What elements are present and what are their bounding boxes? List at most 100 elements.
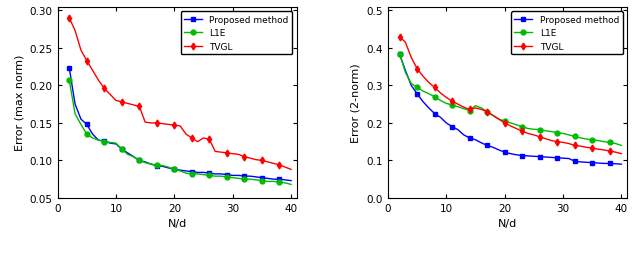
L1E — [153, 164, 161, 167]
Proposed method — [454, 129, 461, 132]
TVGL — [147, 122, 155, 125]
Proposed method — [71, 103, 79, 106]
L1E — [495, 118, 502, 121]
L1E — [448, 104, 456, 107]
L1E — [483, 111, 491, 114]
L1E — [188, 173, 196, 176]
L1E — [130, 155, 138, 158]
Legend: Proposed method, L1E, TVGL: Proposed method, L1E, TVGL — [180, 12, 292, 55]
TVGL — [554, 140, 561, 144]
Proposed method — [425, 107, 433, 110]
Proposed method — [419, 101, 427, 104]
L1E — [477, 107, 485, 110]
L1E — [396, 53, 403, 56]
L1E — [282, 182, 289, 185]
TVGL — [408, 57, 415, 60]
Proposed method — [246, 175, 254, 178]
L1E — [571, 135, 579, 138]
TVGL — [118, 101, 125, 104]
TVGL — [466, 108, 474, 112]
L1E — [269, 180, 277, 183]
L1E — [258, 179, 266, 182]
TVGL — [65, 17, 73, 20]
Proposed method — [77, 118, 84, 121]
TVGL — [559, 141, 567, 144]
TVGL — [425, 82, 433, 85]
Proposed method — [530, 155, 538, 158]
L1E — [547, 131, 555, 134]
TVGL — [594, 148, 602, 151]
L1E — [194, 173, 202, 176]
L1E — [159, 165, 166, 168]
TVGL — [194, 140, 202, 144]
TVGL — [448, 100, 456, 103]
L1E — [472, 105, 479, 108]
L1E — [112, 142, 120, 145]
Proposed method — [252, 176, 260, 179]
L1E — [229, 177, 237, 180]
TVGL — [246, 157, 254, 160]
L1E — [454, 106, 461, 109]
Proposed method — [211, 173, 219, 176]
TVGL — [241, 155, 248, 158]
L1E — [582, 138, 590, 141]
TVGL — [483, 111, 491, 114]
Legend: Proposed method, L1E, TVGL: Proposed method, L1E, TVGL — [511, 12, 623, 55]
L1E — [95, 139, 102, 142]
TVGL — [472, 107, 479, 110]
TVGL — [130, 104, 138, 107]
TVGL — [106, 93, 114, 97]
Proposed method — [223, 173, 231, 177]
L1E — [164, 166, 172, 169]
L1E — [618, 144, 625, 147]
TVGL — [269, 162, 277, 165]
TVGL — [530, 134, 538, 137]
TVGL — [264, 161, 271, 164]
Proposed method — [170, 168, 178, 171]
L1E — [431, 96, 438, 99]
L1E — [507, 122, 515, 125]
TVGL — [571, 144, 579, 147]
Proposed method — [554, 157, 561, 160]
L1E — [518, 126, 526, 129]
Proposed method — [100, 140, 108, 143]
TVGL — [454, 103, 461, 106]
L1E — [136, 159, 143, 162]
L1E — [141, 162, 149, 165]
TVGL — [477, 108, 485, 112]
TVGL — [100, 88, 108, 91]
L1E — [252, 179, 260, 182]
L1E — [460, 108, 468, 111]
Proposed method — [413, 93, 421, 96]
Proposed method — [588, 162, 596, 165]
Proposed method — [541, 156, 549, 159]
L1E — [565, 134, 573, 137]
L1E — [211, 175, 219, 178]
L1E — [205, 174, 213, 177]
TVGL — [431, 86, 438, 89]
L1E — [124, 153, 131, 156]
Proposed method — [65, 67, 73, 70]
L1E — [287, 183, 295, 186]
Y-axis label: Error (max norm): Error (max norm) — [14, 55, 24, 151]
Proposed method — [565, 157, 573, 161]
L1E — [524, 128, 532, 131]
TVGL — [170, 124, 178, 127]
TVGL — [124, 102, 131, 105]
Proposed method — [112, 143, 120, 146]
Line: Proposed method: Proposed method — [397, 53, 624, 167]
L1E — [182, 172, 190, 175]
L1E — [536, 129, 543, 132]
Proposed method — [235, 174, 243, 177]
L1E — [100, 140, 108, 144]
Proposed method — [276, 178, 284, 181]
L1E — [425, 93, 433, 96]
TVGL — [95, 79, 102, 82]
Proposed method — [436, 116, 444, 119]
L1E — [147, 163, 155, 166]
TVGL — [153, 122, 161, 125]
L1E — [77, 123, 84, 126]
Proposed method — [442, 122, 450, 125]
Proposed method — [95, 139, 102, 142]
L1E — [118, 148, 125, 151]
